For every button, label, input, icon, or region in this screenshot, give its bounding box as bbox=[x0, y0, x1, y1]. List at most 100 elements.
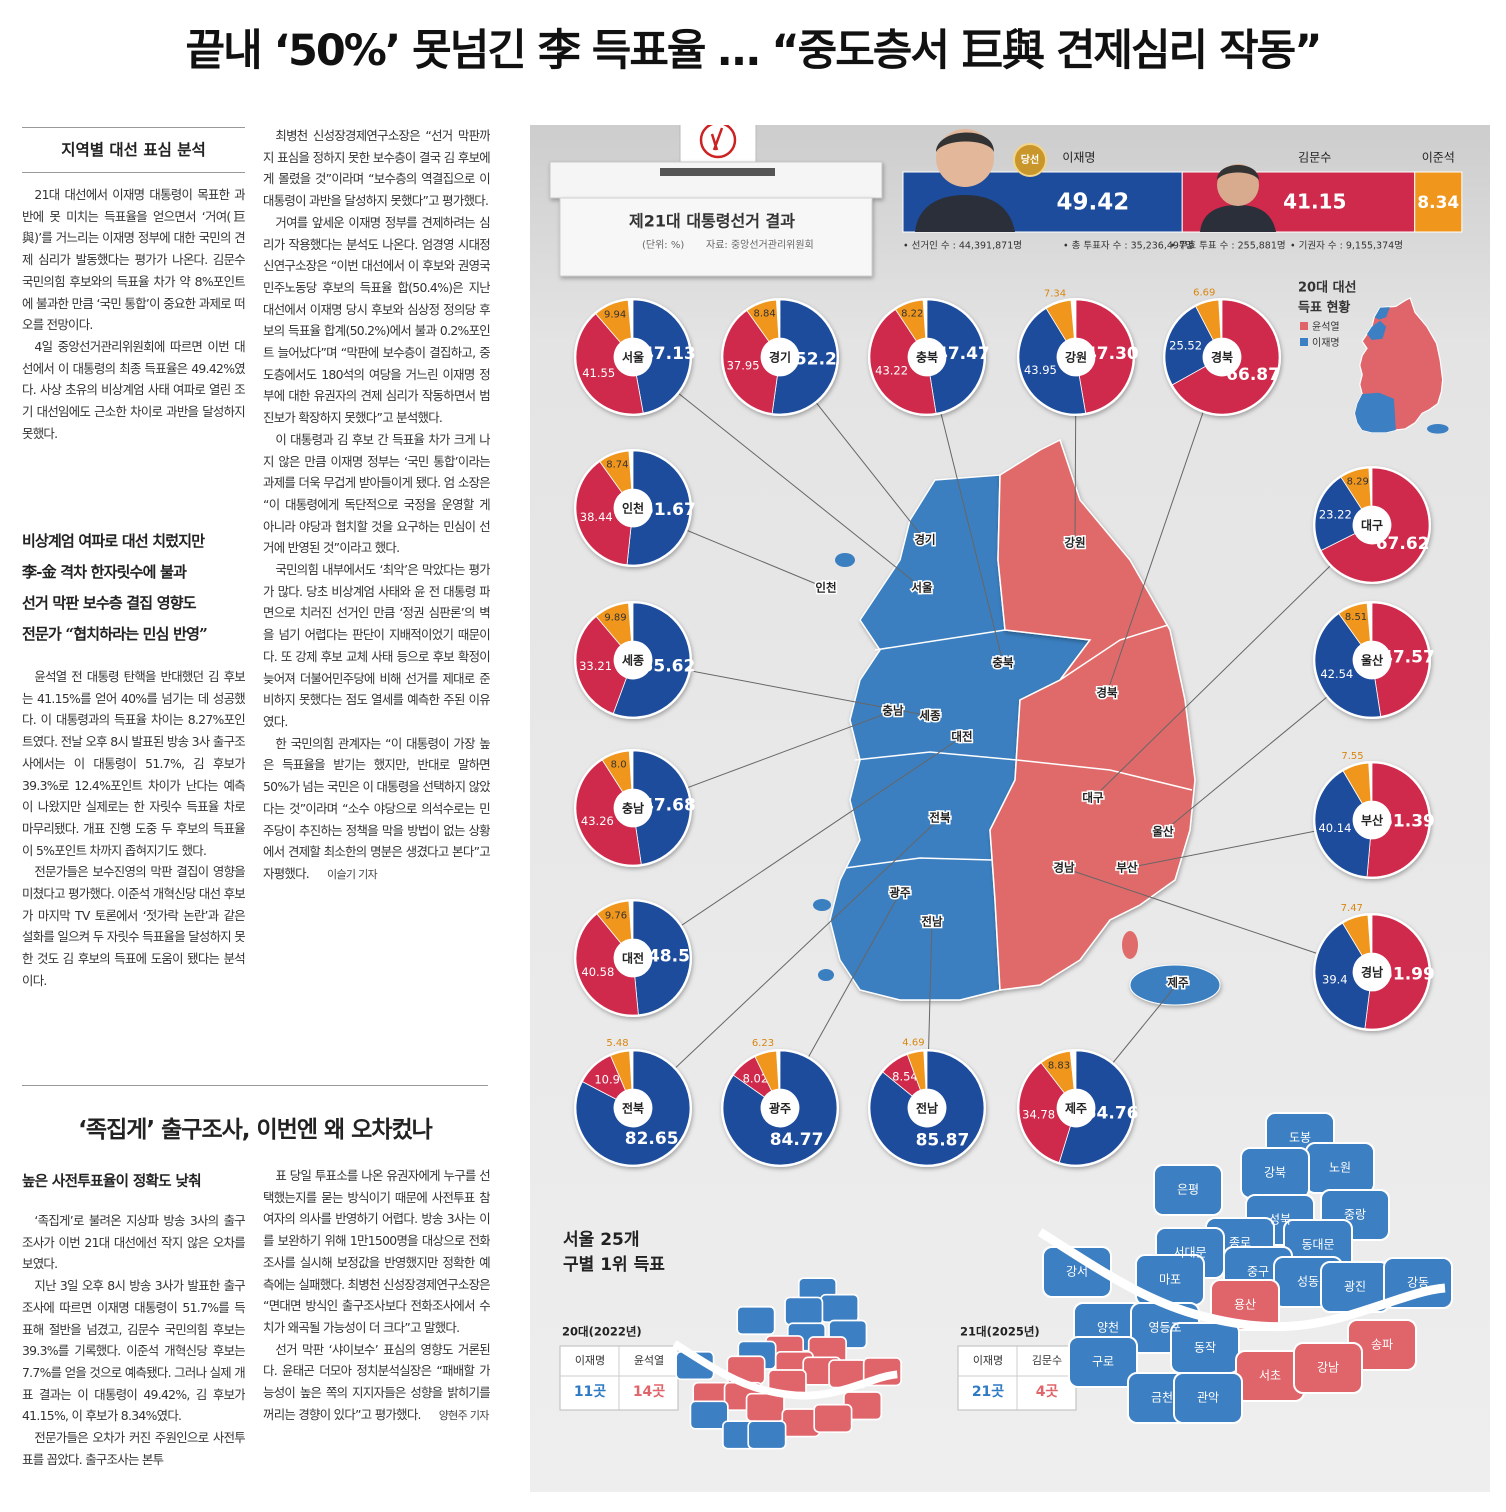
info-unit: (단위: %) bbox=[642, 238, 684, 251]
district bbox=[1173, 1372, 1243, 1424]
ballot-stamp-mark bbox=[710, 127, 724, 151]
info-title: 제21대 대통령선거 결과 bbox=[629, 212, 795, 231]
donut-value: 6.23 bbox=[752, 1038, 774, 1049]
district-label: 서대문 bbox=[1173, 1246, 1206, 1260]
panel-count: 4곳 bbox=[1036, 1384, 1059, 1400]
district-label: 중구 bbox=[1247, 1265, 1269, 1279]
district-label: 강남 bbox=[1317, 1361, 1339, 1375]
district-label: 중랑 bbox=[1344, 1208, 1366, 1222]
island bbox=[1122, 931, 1138, 959]
map-label: 충남 bbox=[882, 704, 904, 718]
district bbox=[747, 1420, 787, 1450]
donut-hole bbox=[614, 1089, 652, 1127]
photo-hair bbox=[1217, 165, 1259, 180]
paragraph: 4일 중앙선거관리위원회에 따르면 이번 대선에서 이 대통령의 최종 득표율은… bbox=[22, 338, 245, 441]
map-label: 전남 bbox=[921, 915, 943, 929]
donut-name: 서울 bbox=[622, 350, 644, 365]
district-label: 마포 bbox=[1159, 1273, 1181, 1287]
panel-header: 윤석열 bbox=[634, 1354, 664, 1367]
subheads: 비상계엄 여파로 대선 치렀지만 李-金 격차 한자릿수에 불과 선거 막판 보수층… bbox=[22, 526, 245, 650]
byline: 이슬기 기자 bbox=[327, 867, 378, 881]
donut-value: 47.68 bbox=[642, 795, 696, 815]
donut-hole bbox=[614, 641, 652, 679]
candidate-name: 김문수 bbox=[1298, 151, 1331, 165]
article-column: 윤석열 전 대통령 탄핵을 반대했던 김 후보는 41.15%를 얻어 40%를… bbox=[22, 666, 245, 1060]
box-body bbox=[559, 197, 873, 277]
donut-value: 41.55 bbox=[582, 366, 615, 380]
donut-value: 4.69 bbox=[902, 1037, 924, 1048]
district-label: 동대문 bbox=[1301, 1238, 1334, 1252]
district bbox=[819, 1293, 860, 1323]
donut-value: 85.87 bbox=[916, 1131, 970, 1151]
island bbox=[813, 899, 831, 911]
district-label: 관악 bbox=[1197, 1391, 1219, 1405]
map-label: 광주 bbox=[889, 886, 911, 900]
district-label: 서초 bbox=[1259, 1369, 1281, 1383]
province-border bbox=[844, 857, 993, 869]
box-slot bbox=[660, 168, 775, 176]
past-map bbox=[1354, 297, 1449, 434]
box-lid bbox=[549, 161, 883, 199]
subhead-line: 李-金 격차 한자릿수에 불과 bbox=[22, 563, 187, 581]
divider bbox=[22, 1085, 488, 1086]
map-label: 대구 bbox=[1082, 791, 1104, 805]
district-label: 도봉 bbox=[1289, 1131, 1311, 1145]
panel-label: 21대(2025년) bbox=[960, 1325, 1040, 1339]
map-label: 경기 bbox=[914, 533, 935, 547]
map-label: 전북 bbox=[929, 811, 951, 825]
donut-name: 경북 bbox=[1211, 351, 1233, 365]
donut-value: 9.76 bbox=[605, 910, 627, 921]
donut-segment bbox=[1364, 914, 1430, 1030]
donut-name: 세종 bbox=[622, 653, 644, 668]
donut-value: 8.02 bbox=[743, 1072, 769, 1086]
leader-line bbox=[632, 356, 923, 589]
stat: • 선거인 수 : 44,391,871명 bbox=[903, 241, 1022, 252]
district-label: 성북 bbox=[1269, 1213, 1291, 1227]
district-label: 은평 bbox=[1177, 1183, 1199, 1197]
info-source: 자료: 중앙선거관리위원회 bbox=[706, 238, 814, 251]
legend-label: 윤석열 bbox=[1312, 321, 1340, 333]
article-column: 표 당일 투표소를 나온 유권자에게 누구를 선택했는지를 묻는 방식이기 때문… bbox=[263, 1165, 490, 1494]
donut-name: 인천 bbox=[622, 501, 644, 516]
donut-value: 82.65 bbox=[625, 1129, 679, 1149]
past-map-jeju bbox=[1427, 424, 1449, 434]
leader-line bbox=[1106, 356, 1223, 694]
district bbox=[784, 1296, 824, 1326]
district-label: 동작 bbox=[1194, 1341, 1216, 1355]
past-map-title: 20대 대선 bbox=[1298, 280, 1357, 296]
han-river bbox=[672, 1340, 898, 1400]
donut-value: 8.51 bbox=[1345, 612, 1367, 623]
paragraph: 21대 대선에서 이재명 대통령이 목표한 과반에 못 미치는 득표율을 얻으면… bbox=[22, 187, 245, 333]
winner-badge bbox=[1013, 143, 1047, 177]
donut-value: 8.29 bbox=[1347, 476, 1369, 487]
donut-value: 25.52 bbox=[1169, 339, 1202, 353]
donut-value: 9.89 bbox=[604, 612, 626, 623]
donut-value: 47.30 bbox=[1085, 344, 1139, 364]
donut-value: 7.34 bbox=[1044, 288, 1066, 299]
paragraph: 최병천 신성장경제연구소장은 “선거 막판까지 표심을 정하지 못한 보수층이 … bbox=[263, 128, 490, 209]
donut-hole bbox=[1057, 338, 1095, 376]
panel-count: 14곳 bbox=[633, 1384, 665, 1400]
donut-value: 43.26 bbox=[581, 814, 614, 828]
donut-value: 42.54 bbox=[1320, 667, 1353, 681]
donut-value: 52.2 bbox=[795, 349, 837, 369]
donut-value: 47.47 bbox=[936, 344, 990, 364]
donut-value: 40.14 bbox=[1318, 821, 1351, 835]
donut-value: 37.95 bbox=[727, 359, 760, 373]
paragraph: 이 대통령과 김 후보 간 득표율 차가 크게 나지 않은 만큼 이재명 정부는… bbox=[263, 431, 490, 556]
legend-label: 이재명 bbox=[1312, 337, 1340, 349]
donut-value: 47.13 bbox=[642, 344, 696, 364]
result-value: 8.34 bbox=[1417, 193, 1459, 213]
donut-value: 67.62 bbox=[1376, 534, 1430, 554]
donut-value: 7.55 bbox=[1341, 751, 1363, 762]
donut-value: 51.99 bbox=[1381, 964, 1435, 984]
province-border bbox=[1059, 624, 1169, 681]
paragraph: 거여를 앞세운 이재명 정부를 견제하려는 심리가 작용했다는 분석도 나온다.… bbox=[263, 214, 490, 426]
result-value: 49.42 bbox=[1056, 190, 1129, 216]
district-label: 강동 bbox=[1407, 1276, 1429, 1290]
panel-header: 이재명 bbox=[575, 1354, 605, 1367]
paragraph: 전문가들은 보수진영의 막판 결집이 영향을 미쳤다고 평가했다. 이준석 개혁… bbox=[22, 864, 245, 988]
